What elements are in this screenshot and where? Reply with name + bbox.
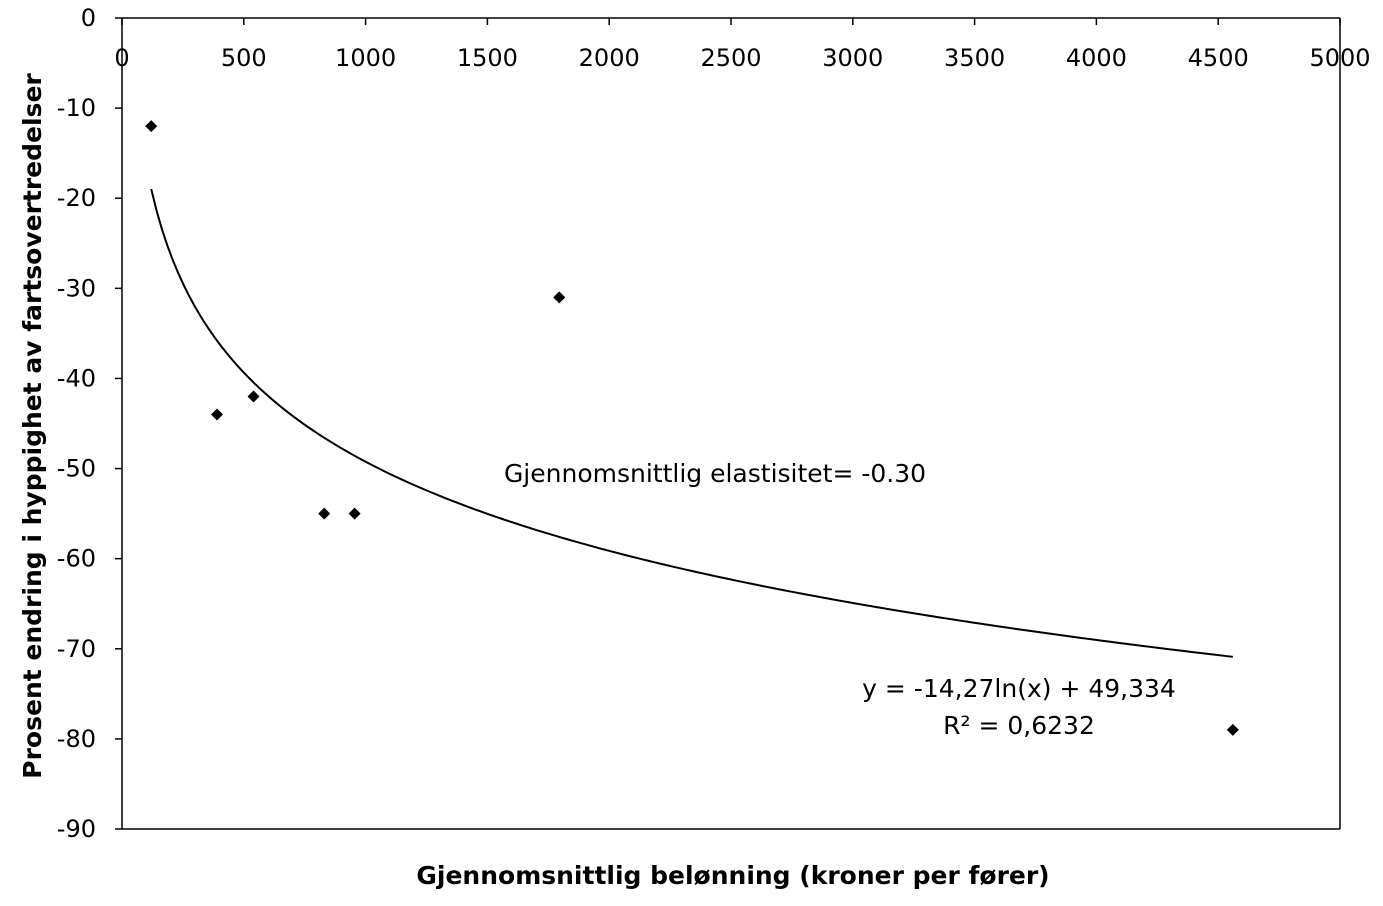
x-tick-label: 500 [221,44,267,72]
y-tick-label: 0 [81,4,96,32]
data-points [145,120,1239,736]
x-tick-label: 4500 [1188,44,1249,72]
y-tick-label: -70 [57,635,96,663]
x-tick-label: 1500 [457,44,518,72]
x-tick-label: 5000 [1309,44,1370,72]
x-tick-label: 2500 [700,44,761,72]
y-tick-label: -20 [57,184,96,212]
data-point [348,507,361,520]
data-point [211,408,224,421]
x-tick-label: 3000 [822,44,883,72]
data-point [553,291,566,304]
y-tick-label: -50 [57,455,96,483]
x-tick-label: 3500 [944,44,1005,72]
annotation-r-squared: R² = 0,6232 [943,711,1095,740]
x-axis-title: Gjennomsnittlig belønning (kroner per fø… [416,861,1049,890]
x-axis-ticks: 0 500 1000 1500 2000 2500 3000 3500 4000 4500 5000 [114,18,1371,72]
y-axis-ticks: 0 -10 -20 -30 -40 -50 -60 -70 -80 -90 [57,4,122,843]
data-point [145,120,158,133]
x-tick-label: 1000 [335,44,396,72]
annotation-equation: y = -14,27ln(x) + 49,334 [862,674,1176,703]
data-point [247,390,260,403]
y-tick-label: -60 [57,545,96,573]
x-tick-label: 2000 [579,44,640,72]
x-tick-label: 0 [114,44,129,72]
y-tick-label: -80 [57,725,96,753]
y-tick-label: -40 [57,364,96,392]
y-tick-label: -10 [57,94,96,122]
trendline [150,188,1233,658]
annotation-elasticity: Gjennomsnittlig elastisitet= -0.30 [504,459,926,488]
data-point [318,507,331,520]
data-point [1226,723,1239,736]
y-tick-label: -30 [57,274,96,302]
y-axis-title: Prosent endring i hyppighet av fartsover… [18,73,47,779]
x-tick-label: 4000 [1066,44,1127,72]
plot-area [122,18,1340,829]
y-tick-label: -90 [57,815,96,843]
